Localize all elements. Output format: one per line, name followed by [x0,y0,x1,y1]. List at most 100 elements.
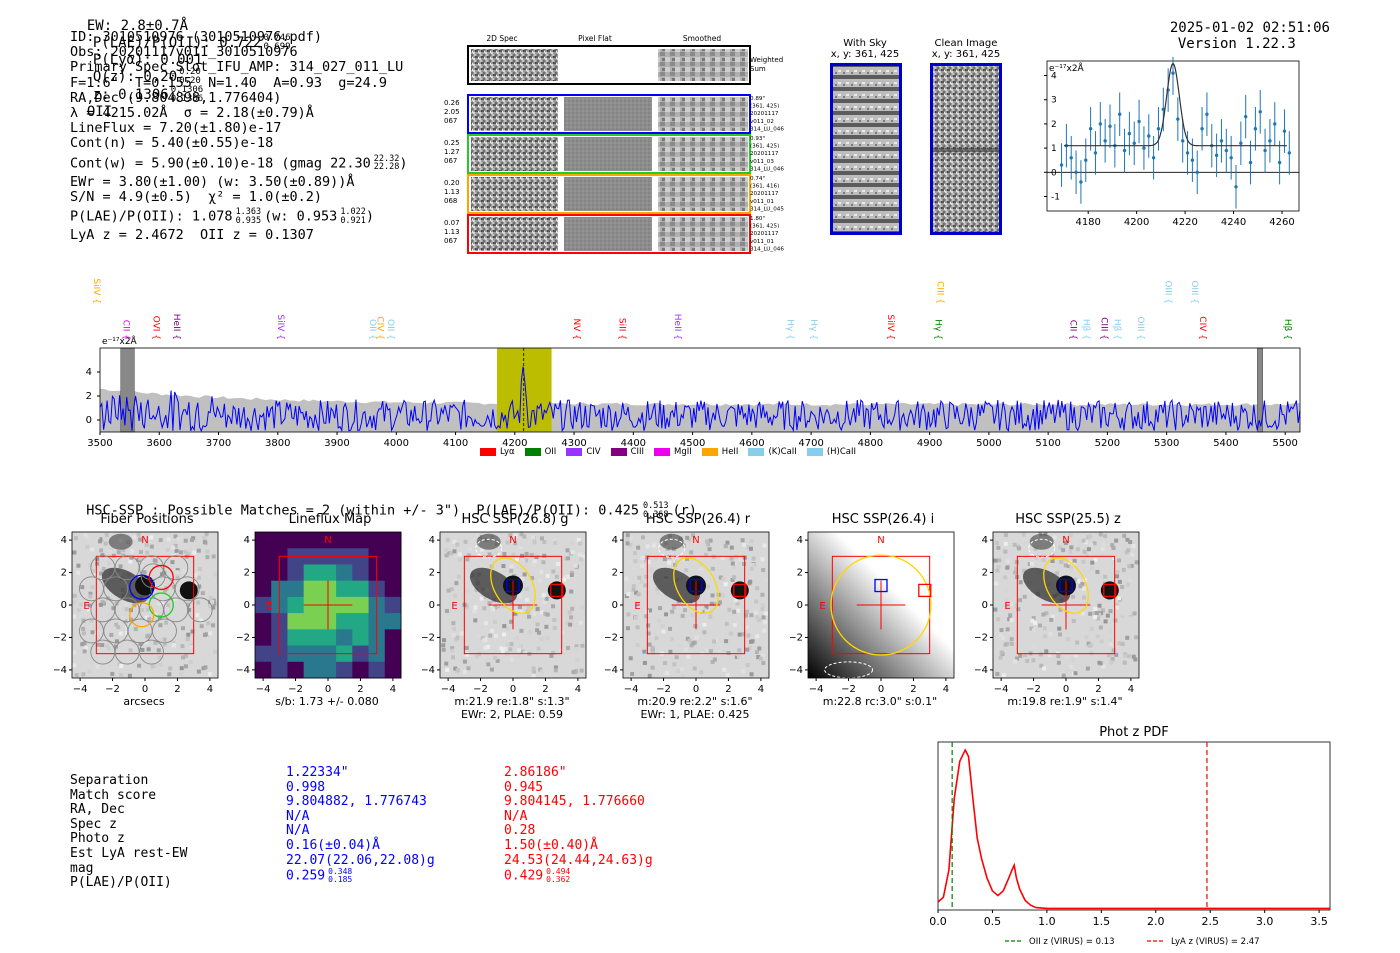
noise-px [1081,586,1086,591]
noise-px [1073,577,1078,582]
noise-px [1063,563,1068,568]
noise-px [698,562,703,567]
noise-px [491,607,496,612]
noise-px [466,553,471,558]
noise-px [149,544,154,549]
noise-px [535,622,540,627]
galaxy-blob [652,567,701,604]
noise-px [1008,630,1013,635]
noise-px [708,538,713,543]
spectrum-xtick-label: 3600 [147,438,172,449]
noise-px [501,632,506,637]
noise-px [1018,598,1023,603]
noise-px [1000,636,1005,641]
zoom-point [1200,127,1204,131]
spec2d-row-left-text: 0.26 [444,99,460,107]
spec2d-panel: 2D Spec Pixel Flat Smoothed Weighted Sum… [444,34,784,254]
lineflux-cell [384,661,402,679]
noise-px [119,663,124,668]
noise-px [1057,626,1062,631]
zoom-point [1282,129,1287,133]
lineflux-cell [287,613,305,630]
noise-px [693,624,698,629]
noise-px [192,550,197,555]
noise-px [724,621,729,626]
lineflux-cell [287,580,305,598]
lineflux-cell [271,661,288,679]
noise-px [698,608,703,613]
noise-px [645,544,650,549]
hsc-ytick-label: 0 [982,600,988,611]
noise-px [1101,664,1106,669]
noise-px [522,572,527,577]
hsc-ytick-label: −2 [54,632,67,643]
lineflux-cell [384,532,402,549]
zoom-point [1229,156,1233,160]
noise-px [1092,541,1097,546]
noise-px [648,613,653,618]
lineflux-cell [319,629,337,647]
noise-px [707,547,712,552]
noise-px [487,552,492,557]
noise-px [684,568,689,573]
noise-px [86,607,91,612]
noise-px [200,591,205,596]
hsc-ytick-label: −4 [54,665,67,676]
noise-px [493,551,498,556]
line-label: HeII { [672,314,682,340]
lineflux-cell [384,564,402,582]
noise-px [130,549,135,554]
noise-px [1003,541,1008,546]
noise-px [510,627,515,632]
spec2d-row-2dspec [471,137,558,171]
noise-px [647,673,652,678]
lineflux-cell [384,645,402,663]
noise-px [637,573,642,578]
noise-px [1117,579,1122,584]
noise-px [1092,611,1097,616]
noise-px [674,560,679,565]
match-value-text: 1.22334" [286,765,349,780]
zoom-point [1093,151,1098,155]
noise-px [182,569,187,574]
noise-px [998,633,1003,638]
noise-px [186,632,191,637]
companion-source [179,581,198,600]
noise-px [530,576,535,581]
with-sky-xy: x, y: 361, 425 [830,49,900,60]
lineflux-cell [368,532,386,549]
noise-px [205,549,210,554]
noise-px [551,651,556,656]
lineflux-cell [368,661,386,679]
lineflux-cell [336,564,353,582]
lineflux-cell [384,596,402,614]
legend-label: (K)CaII [768,447,797,457]
noise-px [114,622,119,627]
hsc-title-hi: 0.513 [642,501,669,511]
line-label: OIII { [1189,280,1199,304]
noise-px [103,541,108,546]
masked-region [120,347,135,433]
noise-px [208,595,213,600]
lineflux-cell [287,564,305,582]
noise-px [1088,551,1093,556]
noise-px [203,665,208,670]
noise-px [1059,672,1064,677]
noise-px [175,568,180,573]
hsc-xtick-label: −2 [841,684,856,695]
hsc-xtick-label: −4 [994,684,1009,695]
noise-px [532,611,537,616]
spectrum-ytick-label: 2 [86,391,92,402]
with-sky-title: With Sky x, y: 361, 425 [790,38,940,60]
header-ew-line: EW: 2.8±0.7Å P(LAE)/P(OII): 0.722 0.746 0.… [70,2,293,120]
match-value-text: 0.259 [286,868,326,884]
lineflux-cell [319,532,337,549]
noise-px [1133,657,1138,662]
noise-px [1128,577,1133,582]
weighted-sum-label-1: Weighted [750,56,783,64]
hsc-ytick-label: 4 [612,535,618,546]
noise-px [173,543,178,548]
noise-px [710,659,715,664]
hsc-ytick-label: −4 [422,665,435,676]
noise-px [1128,540,1133,545]
